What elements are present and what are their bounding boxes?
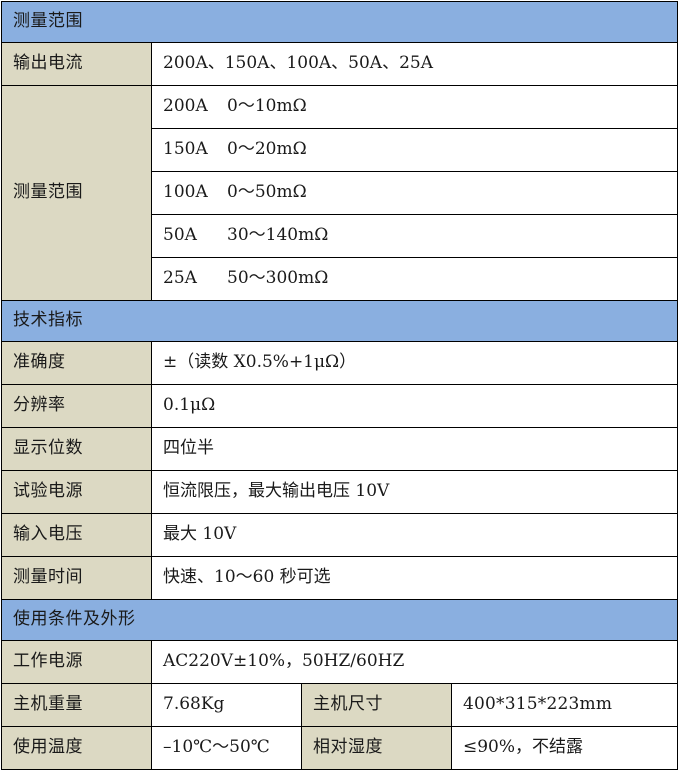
row-value-working-power: AC220V±10%，50HZ/60HZ [151,640,678,684]
section-header-row-usage-conditions: 使用条件及外形 [1,599,678,641]
range-span-25a: 50～300mΩ [227,268,329,289]
row-label-output-current: 输出电流 [1,42,152,86]
table-row-range-200a: 测量范围 200A 0～10mΩ [1,85,678,301]
table-row-display-digits: 显示位数 四位半 [1,427,678,471]
range-span-200a: 0～10mΩ [227,96,307,117]
table-row-resolution: 分辨率 0.1μΩ [1,384,678,428]
row-value-measure-time: 快速、10～60 秒可选 [151,556,678,600]
range-entry-50a: 50A 30～140mΩ [151,214,678,258]
table-row-range-25a: 25A 50～300mΩ [2,257,678,301]
table-row-range-150a: 150A 0～20mΩ [2,128,678,172]
range-current-200a: 200A [163,96,208,117]
row-label-operating-temperature: 使用温度 [1,726,152,770]
row-label-measure-time: 测量时间 [1,556,152,600]
table-row-accuracy: 准确度 ±（读数 X0.5%+1μΩ） [1,341,678,385]
row-value-output-current: 200A、150A、100A、50A、25A [151,42,678,86]
range-current-100a: 100A [163,182,208,203]
section-header-row-technical-specs: 技术指标 [1,300,678,342]
row-label-accuracy: 准确度 [1,341,152,385]
row-value-test-power: 恒流限压，最大输出电压 10V [151,470,678,514]
table-row-range-50a: 50A 30～140mΩ [2,214,678,258]
row-value-host-weight: 7.68Kg [151,683,302,727]
table-row-output-current: 输出电流 200A、150A、100A、50A、25A [1,42,678,86]
row-value-input-voltage: 最大 10V [151,513,678,557]
row-value-accuracy: ±（读数 X0.5%+1μΩ） [151,341,678,385]
table-row-working-power: 工作电源 AC220V±10%，50HZ/60HZ [1,640,678,684]
row-label-test-power: 试验电源 [1,470,152,514]
range-current-150a: 150A [163,139,208,160]
range-span-50a: 30～140mΩ [227,225,329,246]
table-row-input-voltage: 输入电压 最大 10V [1,513,678,557]
range-entry-25a: 25A 50～300mΩ [151,257,678,301]
row-label-host-weight: 主机重量 [1,683,152,727]
section-header-usage-conditions: 使用条件及外形 [1,599,678,641]
row-value-relative-humidity: ≤90%，不结露 [451,726,678,770]
row-value-host-size: 400*315*223mm [451,683,678,727]
range-current-50a: 50A [163,225,197,246]
row-label-measurement-range: 测量范围 [1,85,152,301]
range-span-100a: 0～50mΩ [227,182,307,203]
row-label-host-size: 主机尺寸 [301,683,452,727]
range-span-150a: 0～20mΩ [227,139,307,160]
table-row-weight-size: 主机重量 7.68Kg 主机尺寸 400*315*223mm [1,683,678,727]
table-row-measure-time: 测量时间 快速、10～60 秒可选 [1,556,678,600]
range-current-25a: 25A [163,268,197,289]
table-row-range-100a: 100A 0～50mΩ [2,171,678,215]
row-value-display-digits: 四位半 [151,427,678,471]
row-label-input-voltage: 输入电压 [1,513,152,557]
range-entry-150a: 150A 0～20mΩ [151,128,678,172]
row-label-relative-humidity: 相对湿度 [301,726,452,770]
table-row-test-power: 试验电源 恒流限压，最大输出电压 10V [1,470,678,514]
row-value-resolution: 0.1μΩ [151,384,678,428]
section-header-technical-specs: 技术指标 [1,300,678,342]
range-entry-100a: 100A 0～50mΩ [151,171,678,215]
section-header-measurement-range: 测量范围 [1,1,678,43]
row-label-display-digits: 显示位数 [1,427,152,471]
row-value-operating-temperature: –10℃～50℃ [151,726,302,770]
row-label-working-power: 工作电源 [1,640,152,684]
range-entry-200a: 200A 0～10mΩ [151,85,678,129]
section-header-row-measurement-range: 测量范围 [1,1,678,43]
row-label-resolution: 分辨率 [1,384,152,428]
table-row-temp-humidity: 使用温度 –10℃～50℃ 相对湿度 ≤90%，不结露 [1,726,678,770]
